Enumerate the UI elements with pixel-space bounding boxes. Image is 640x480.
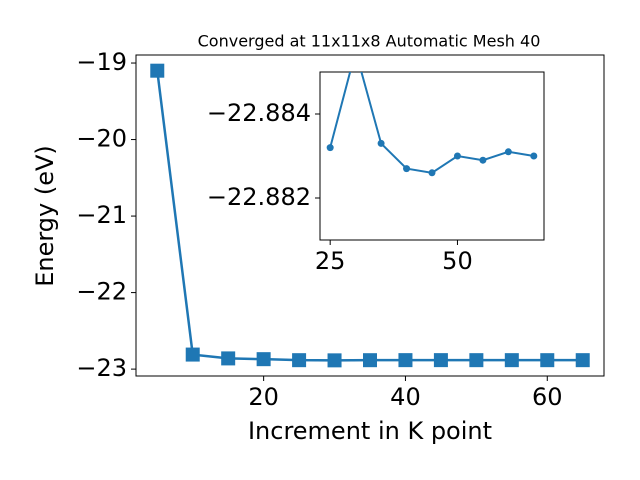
data-point xyxy=(504,148,512,156)
y-tick-label: −19 xyxy=(76,48,127,76)
chart-title: Converged at 11x11x8 Automatic Mesh 40 xyxy=(198,32,541,51)
data-point xyxy=(530,152,538,160)
data-point xyxy=(504,353,519,368)
y-axis-label: Energy (eV) xyxy=(31,145,59,287)
data-point xyxy=(398,353,413,368)
y-tick-label: −23 xyxy=(76,354,127,382)
x-tick-label: 40 xyxy=(390,383,421,411)
data-point xyxy=(327,353,342,368)
data-point xyxy=(433,353,448,368)
x-axis-label: Increment in K point xyxy=(248,417,492,445)
x-tick-label: 20 xyxy=(248,383,279,411)
y-tick-label: −22.882 xyxy=(207,183,311,211)
data-point xyxy=(256,352,271,367)
y-tick-label: −20 xyxy=(76,125,127,153)
x-tick-label: 25 xyxy=(315,247,346,275)
data-point xyxy=(150,63,165,78)
data-point xyxy=(363,353,377,368)
data-point xyxy=(540,353,555,368)
series xyxy=(150,63,590,368)
y-tick-label: −22.884 xyxy=(207,99,311,127)
data-point xyxy=(575,353,590,368)
data-point xyxy=(403,165,411,173)
data-point xyxy=(453,152,461,160)
y-tick-label: −22 xyxy=(76,278,127,306)
x-tick-label: 50 xyxy=(442,247,473,275)
data-point xyxy=(469,353,484,368)
data-point xyxy=(479,156,487,164)
plot-frame xyxy=(319,71,545,241)
data-point xyxy=(185,347,200,362)
y-tick-label: −21 xyxy=(76,201,127,229)
data-point xyxy=(377,139,385,147)
series xyxy=(326,72,538,177)
data-point xyxy=(292,353,307,368)
x-tick-label: 60 xyxy=(532,383,563,411)
data-point xyxy=(326,144,334,152)
data-point xyxy=(221,351,236,366)
data-point xyxy=(428,169,436,177)
